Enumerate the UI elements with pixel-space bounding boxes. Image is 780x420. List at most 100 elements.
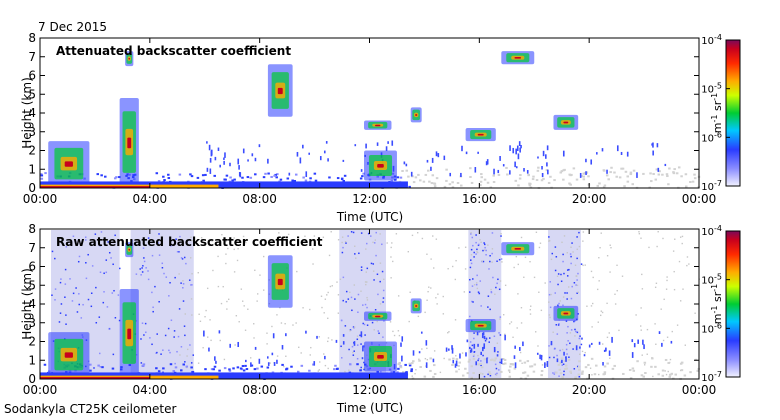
noise-speck xyxy=(421,348,423,350)
noise-speck xyxy=(515,255,518,258)
background-cell xyxy=(685,185,688,188)
noise-speck xyxy=(641,288,644,290)
background-cell xyxy=(596,184,600,187)
noise-speck xyxy=(510,321,513,323)
background-cell xyxy=(433,185,437,188)
streak-cell xyxy=(327,158,329,162)
streak-cell xyxy=(465,352,467,357)
noise-speck xyxy=(208,244,210,246)
noise-speck xyxy=(331,285,333,287)
noise-speck xyxy=(330,231,332,233)
streak-cell xyxy=(209,168,212,174)
noise-speck xyxy=(590,305,593,307)
noise-speck xyxy=(237,247,239,250)
noise-speck xyxy=(569,332,572,334)
background-cell xyxy=(455,370,458,373)
noise-speck xyxy=(554,246,557,248)
noise-speck xyxy=(141,271,144,273)
noise-speck xyxy=(600,232,602,234)
y-tick-label: 2 xyxy=(28,335,36,349)
noise-speck xyxy=(472,355,475,358)
noise-speck xyxy=(141,267,143,269)
noise-speck xyxy=(105,259,108,261)
noise-speck xyxy=(435,297,437,299)
background-cell xyxy=(529,365,532,368)
noise-speck xyxy=(552,372,554,374)
haze-cell xyxy=(162,367,165,370)
noise-speck xyxy=(247,308,249,310)
noise-speck xyxy=(118,319,121,322)
noise-speck xyxy=(654,286,657,289)
background-cell xyxy=(431,174,435,177)
noise-speck xyxy=(344,325,347,327)
noise-speck xyxy=(170,319,173,322)
noise-speck xyxy=(131,240,134,242)
noise-speck xyxy=(681,235,684,238)
noise-speck xyxy=(565,348,568,351)
noise-speck xyxy=(143,257,145,259)
noise-speck xyxy=(112,263,114,266)
noise-speck xyxy=(233,271,236,273)
noise-speck xyxy=(168,349,170,352)
noise-speck xyxy=(483,242,485,244)
noise-speck xyxy=(271,325,273,328)
noise-speck xyxy=(185,262,187,265)
background-cell xyxy=(518,359,522,362)
noise-speck xyxy=(312,263,314,265)
noise-speck xyxy=(491,248,494,250)
background-cell xyxy=(435,177,439,180)
background-cell xyxy=(613,364,616,367)
noise-speck xyxy=(356,344,359,346)
background-cell xyxy=(503,362,507,365)
cloud-core xyxy=(514,57,522,59)
instrument-label: Sodankyla CT25K ceilometer xyxy=(4,402,177,416)
noise-speck xyxy=(182,300,185,302)
noise-speck xyxy=(570,329,573,331)
streak-cell xyxy=(431,157,434,163)
streak-cell xyxy=(272,333,275,339)
streak-cell xyxy=(514,362,517,369)
streak-cell xyxy=(302,144,304,149)
background-cell xyxy=(582,175,585,178)
noise-speck xyxy=(340,319,343,322)
noise-speck xyxy=(397,295,400,297)
noise-speck xyxy=(348,369,350,371)
noise-speck xyxy=(566,275,569,277)
noise-speck xyxy=(362,304,364,306)
background-cell xyxy=(628,369,632,372)
noise-speck xyxy=(427,290,429,293)
background-cell xyxy=(492,181,496,184)
haze-cell xyxy=(262,176,266,179)
noise-speck xyxy=(561,241,563,244)
noise-speck xyxy=(94,233,97,235)
streak-cell xyxy=(418,351,421,354)
streak-cell xyxy=(579,172,582,178)
background-cell xyxy=(470,376,473,379)
noise-speck xyxy=(664,370,666,372)
noise-speck xyxy=(656,245,658,248)
noise-speck xyxy=(565,320,568,322)
noise-speck xyxy=(663,298,665,301)
noise-speck xyxy=(182,283,185,285)
noise-speck xyxy=(480,241,482,243)
noise-speck xyxy=(249,357,252,359)
noise-speck xyxy=(560,280,563,283)
noise-speck xyxy=(473,337,475,340)
noise-speck xyxy=(370,235,372,237)
streak-cell xyxy=(206,141,208,144)
noise-speck xyxy=(487,373,489,376)
noise-speck xyxy=(192,354,195,356)
noise-speck xyxy=(566,252,568,254)
haze-cell xyxy=(245,368,249,371)
background-cell xyxy=(518,177,522,180)
noise-speck xyxy=(210,339,212,342)
noise-speck xyxy=(107,241,109,243)
noise-speck xyxy=(578,337,581,340)
noise-speck xyxy=(263,289,265,291)
haze-cell xyxy=(290,365,293,368)
noise-speck xyxy=(436,303,438,305)
background-cell xyxy=(560,357,564,360)
noise-speck xyxy=(225,253,227,255)
noise-speck xyxy=(170,245,172,247)
noise-speck xyxy=(488,337,491,339)
